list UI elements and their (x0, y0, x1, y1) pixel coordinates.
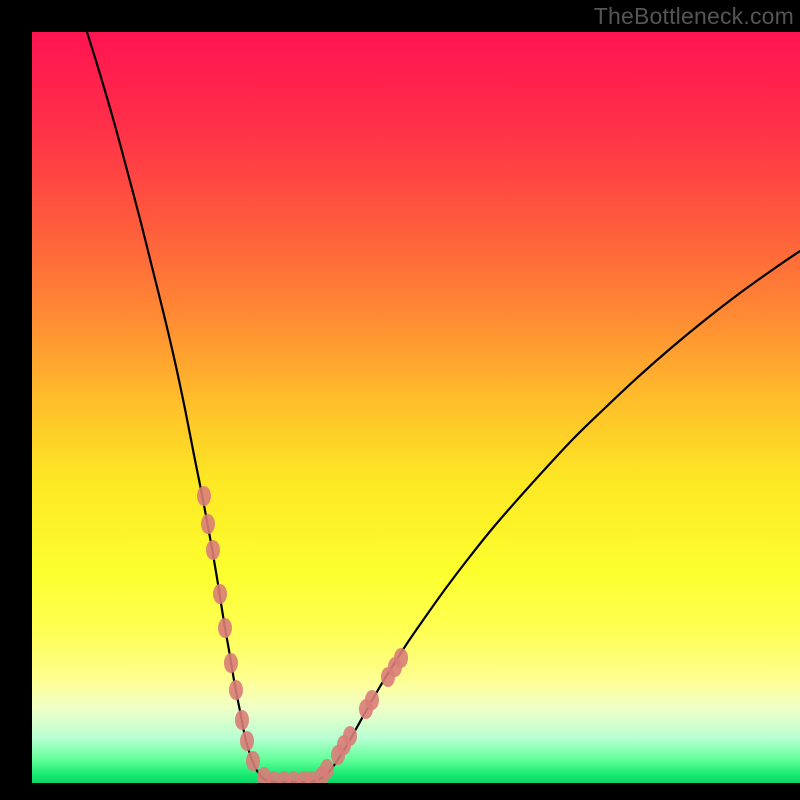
marker-group (197, 486, 408, 783)
data-marker (246, 751, 260, 771)
data-marker (320, 759, 334, 779)
watermark-text: TheBottleneck.com (594, 3, 794, 30)
frame-left (0, 0, 32, 800)
data-marker (235, 710, 249, 730)
data-marker (201, 514, 215, 534)
data-marker (240, 731, 254, 751)
chart-svg (32, 32, 800, 783)
data-marker (213, 584, 227, 604)
data-marker (394, 648, 408, 668)
data-marker (365, 690, 379, 710)
data-marker (206, 540, 220, 560)
bottleneck-curve (87, 32, 800, 782)
data-marker (224, 653, 238, 673)
data-marker (197, 486, 211, 506)
data-marker (218, 618, 232, 638)
plot-area (32, 32, 800, 783)
data-marker (343, 726, 357, 746)
data-marker (229, 680, 243, 700)
frame-bottom (0, 783, 800, 800)
